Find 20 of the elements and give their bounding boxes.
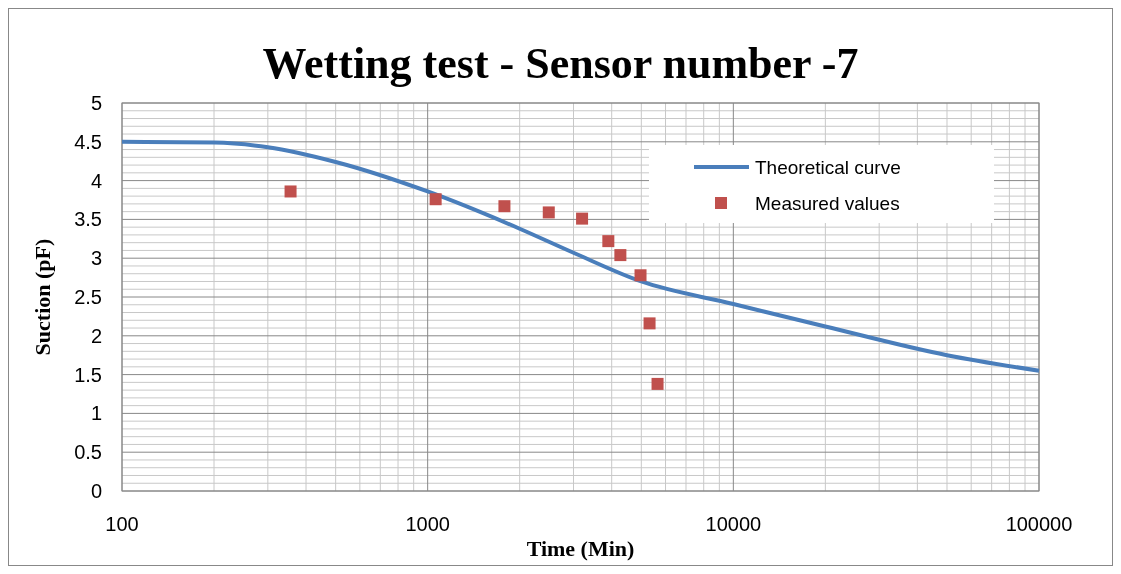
- y-tick-label: 0: [90, 480, 102, 502]
- y-tick-label: 3.5: [74, 208, 102, 231]
- y-tick-label: 2.5: [74, 286, 102, 308]
- x-tick-label: 10000: [705, 513, 762, 535]
- y-tick-label: 5: [90, 92, 102, 114]
- y-axis-title: Suction (pF): [30, 238, 55, 356]
- chart-title: Wetting test - Sensor number -7: [262, 39, 859, 88]
- y-tick-label: 1.5: [74, 363, 102, 386]
- y-tick-label: 2: [90, 324, 102, 347]
- x-tick-label: 100: [105, 513, 139, 535]
- y-tick-label: 4.5: [74, 130, 102, 153]
- legend-label: Measured values: [755, 193, 900, 214]
- legend-label: Theoretical curve: [755, 157, 901, 178]
- y-tick-label: 0.5: [74, 441, 102, 464]
- y-tick-label: 3: [90, 247, 102, 270]
- x-axis-title: Time (Min): [526, 536, 635, 561]
- y-tick-label: 1: [90, 402, 102, 425]
- y-tick-label: 4: [90, 169, 102, 192]
- x-tick-label: 100000: [1005, 513, 1073, 535]
- x-tick-label: 1000: [405, 513, 450, 535]
